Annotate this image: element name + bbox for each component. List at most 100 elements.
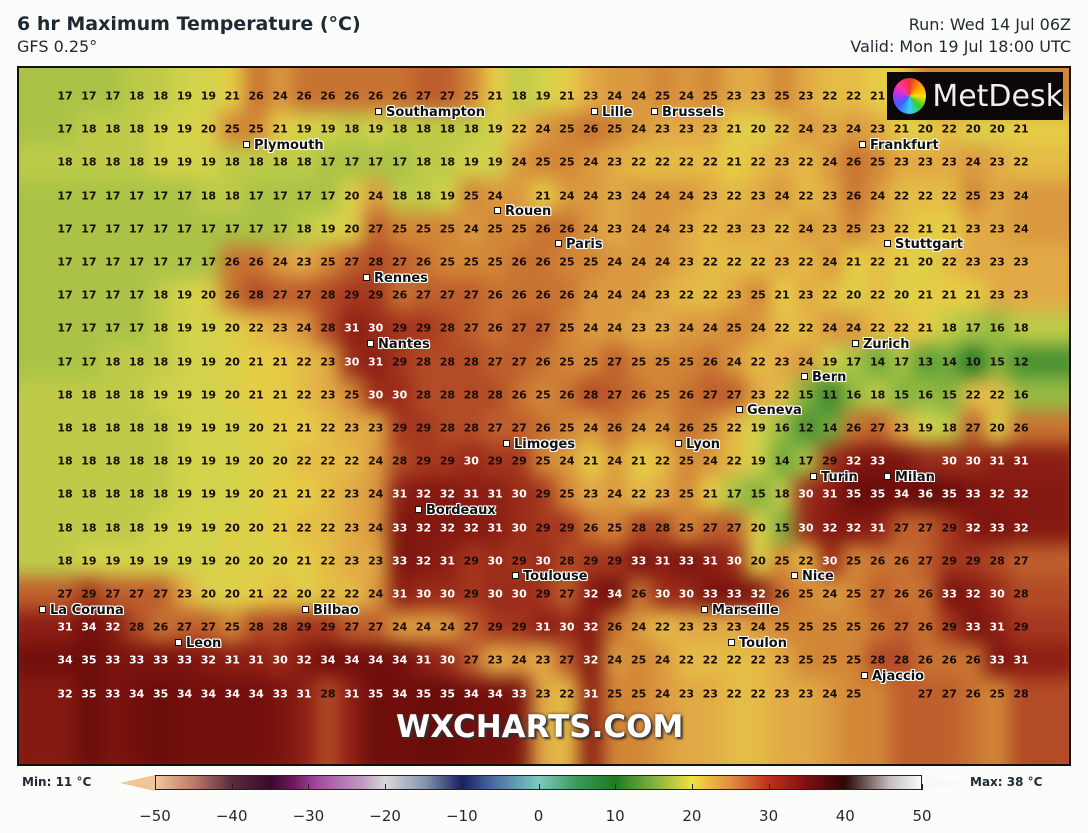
temperature-value: 19 bbox=[176, 122, 193, 136]
temperature-value: 18 bbox=[439, 122, 456, 136]
field-cell bbox=[76, 211, 102, 247]
temperature-value: 30 bbox=[798, 521, 814, 535]
field-cell bbox=[698, 709, 724, 745]
field-cell bbox=[1032, 178, 1058, 214]
temperature-value: 30 bbox=[678, 587, 695, 601]
temperature-value: 24 bbox=[1013, 222, 1029, 236]
field-cell bbox=[913, 178, 939, 214]
field-cell bbox=[722, 79, 748, 114]
temperature-value: 22 bbox=[678, 288, 695, 302]
temperature-value: 28 bbox=[391, 454, 408, 468]
field-cell bbox=[1032, 411, 1058, 446]
field-cell bbox=[29, 709, 55, 745]
city-name: Rennes bbox=[374, 270, 428, 286]
temperature-value: 34 bbox=[344, 653, 360, 667]
temperature-value: 22 bbox=[1013, 155, 1029, 169]
temperature-value: 24 bbox=[654, 189, 671, 203]
temperature-value: 19 bbox=[200, 521, 217, 535]
temperature-value: 25 bbox=[224, 620, 240, 634]
field-cell bbox=[1009, 709, 1034, 745]
temperature-value: 24 bbox=[463, 222, 479, 236]
temperature-value: 28 bbox=[439, 321, 456, 335]
temperature-value: 27 bbox=[463, 321, 479, 335]
city-marker-icon bbox=[651, 107, 658, 115]
temperature-value: 22 bbox=[654, 620, 671, 634]
temperature-value: 35 bbox=[368, 687, 384, 701]
field-cell bbox=[435, 743, 461, 764]
field-cell bbox=[220, 112, 246, 148]
city-label: Marseille bbox=[701, 603, 779, 618]
temperature-value: 32 bbox=[846, 521, 862, 535]
temperature-value: 22 bbox=[320, 521, 336, 535]
temperature-value: 17 bbox=[726, 487, 742, 501]
temperature-map[interactable]: 17 17 17 18 18 19 19 21 26 24 26 26 26 26 26 27 27 25 21 18… bbox=[17, 66, 1071, 766]
field-cell bbox=[339, 68, 365, 81]
field-cell bbox=[483, 112, 509, 148]
field-cell bbox=[985, 178, 1011, 214]
city-marker-icon bbox=[859, 140, 866, 148]
temperature-value: 23 bbox=[702, 189, 718, 203]
temperature-value: 24 bbox=[487, 189, 503, 203]
temperature-value: 23 bbox=[965, 222, 981, 236]
temperature-value: 17 bbox=[368, 155, 384, 169]
temperature-value: 17 bbox=[105, 288, 121, 302]
city-marker-icon bbox=[884, 240, 891, 248]
temperature-value: 23 bbox=[726, 288, 742, 302]
field-cell bbox=[531, 178, 556, 214]
field-cell bbox=[578, 145, 604, 181]
temperature-value: 22 bbox=[798, 321, 814, 335]
temperature-value: 18 bbox=[296, 155, 312, 169]
temperature-value: 24 bbox=[798, 355, 814, 369]
temperature-value: 25 bbox=[607, 521, 623, 535]
temperature-value: 25 bbox=[535, 388, 551, 402]
temperature-value: 28 bbox=[320, 687, 336, 701]
temperature-value: 24 bbox=[630, 122, 647, 136]
temperature-value: 22 bbox=[774, 222, 790, 236]
temperature-value: 27 bbox=[869, 587, 886, 601]
field-cell bbox=[1056, 709, 1069, 745]
temperature-value: 19 bbox=[81, 554, 97, 568]
city-label: Toulouse bbox=[512, 570, 588, 584]
temperature-value: 24 bbox=[822, 687, 838, 701]
temperature-value: 27 bbox=[296, 288, 312, 302]
temperature-value: 17 bbox=[176, 255, 193, 269]
temperature-value: 19 bbox=[200, 321, 217, 335]
temperature-value: 23 bbox=[750, 222, 766, 236]
colorbar-tick-label: −40 bbox=[215, 807, 248, 825]
temperature-value: 27 bbox=[702, 388, 718, 402]
city-label: Southampton bbox=[375, 105, 485, 120]
field-cell bbox=[793, 79, 819, 114]
field-cell bbox=[770, 68, 795, 81]
field-cell bbox=[19, 211, 31, 247]
field-cell bbox=[315, 145, 341, 181]
temperature-value: 23 bbox=[654, 321, 671, 335]
city-marker-icon bbox=[512, 572, 519, 580]
field-cell bbox=[746, 178, 772, 214]
temperature-value: 21 bbox=[248, 355, 264, 369]
temperature-value: 28 bbox=[415, 355, 432, 369]
temperature-value: 17 bbox=[224, 222, 240, 236]
temperature-value: 18 bbox=[57, 487, 73, 501]
temperature-value: 22 bbox=[774, 388, 790, 402]
field-cell bbox=[244, 743, 270, 764]
temperature-value: 20 bbox=[750, 122, 766, 136]
temperature-value: 32 bbox=[463, 521, 479, 535]
temperature-value: 30 bbox=[391, 388, 408, 402]
field-cell bbox=[292, 743, 317, 764]
temperature-value: 25 bbox=[846, 620, 862, 634]
temperature-value: 19 bbox=[200, 388, 217, 402]
field-cell bbox=[554, 112, 580, 148]
temperature-value: 24 bbox=[272, 89, 288, 103]
temperature-value: 26 bbox=[535, 421, 551, 435]
colorbar-tick-label: 0 bbox=[533, 807, 544, 825]
field-cell bbox=[698, 145, 724, 181]
temperature-value: 27 bbox=[511, 421, 527, 435]
city-name: Turin bbox=[821, 469, 858, 485]
temperature-value: 28 bbox=[487, 388, 503, 402]
field-cell bbox=[19, 112, 31, 148]
temperature-value: 25 bbox=[798, 620, 814, 634]
field-cell bbox=[507, 112, 533, 148]
field-cell bbox=[435, 68, 461, 81]
temperature-value: 25 bbox=[535, 155, 551, 169]
temperature-value: 20 bbox=[846, 288, 862, 302]
